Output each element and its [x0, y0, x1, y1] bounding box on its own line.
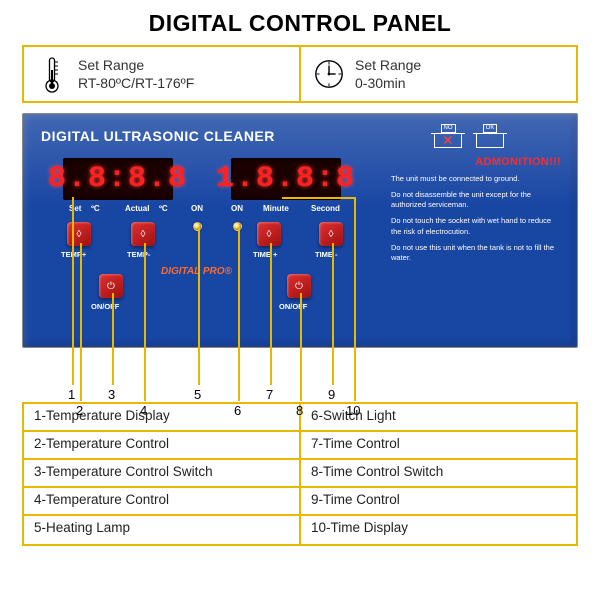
callout-9: 9: [328, 387, 335, 402]
range-temp-label: Set Range: [78, 56, 194, 74]
callout-2: 2: [76, 403, 83, 418]
legend-5: 5-Heating Lamp: [24, 516, 301, 544]
legend-7: 7-Time Control: [301, 432, 576, 458]
legend-1: 1-Temperature Display: [24, 404, 301, 430]
callout-3: 3: [108, 387, 115, 402]
range-time-label: Set Range: [355, 56, 421, 74]
legend-9: 9-Time Control: [301, 488, 576, 514]
range-temp-value: RT-80ºC/RT-176ºF: [78, 74, 194, 92]
clock-icon: [313, 53, 345, 95]
legend-table: 1-Temperature Display6-Switch Light 2-Te…: [22, 402, 578, 546]
callout-6: 6: [234, 403, 241, 418]
range-row: Set Range RT-80ºC/RT-176ºF Set Range: [22, 45, 578, 103]
legend-3: 3-Temperature Control Switch: [24, 460, 301, 486]
legend-6: 6-Switch Light: [301, 404, 576, 430]
callout-5: 5: [194, 387, 201, 402]
callout-1: 1: [68, 387, 75, 402]
callout-8: 8: [296, 403, 303, 418]
legend-8: 8-Time Control Switch: [301, 460, 576, 486]
page-title: DIGITAL CONTROL PANEL: [22, 10, 578, 37]
callout-10: 10: [346, 403, 360, 418]
range-time-value: 0-30min: [355, 74, 421, 92]
range-time: Set Range 0-30min: [301, 47, 576, 101]
range-temp: Set Range RT-80ºC/RT-176ºF: [24, 47, 301, 101]
legend-10: 10-Time Display: [301, 516, 576, 544]
callout-7: 7: [266, 387, 273, 402]
legend-4: 4-Temperature Control: [24, 488, 301, 514]
legend-2: 2-Temperature Control: [24, 432, 301, 458]
callout-4: 4: [140, 403, 147, 418]
callouts: [22, 113, 578, 348]
thermometer-icon: [36, 53, 68, 95]
